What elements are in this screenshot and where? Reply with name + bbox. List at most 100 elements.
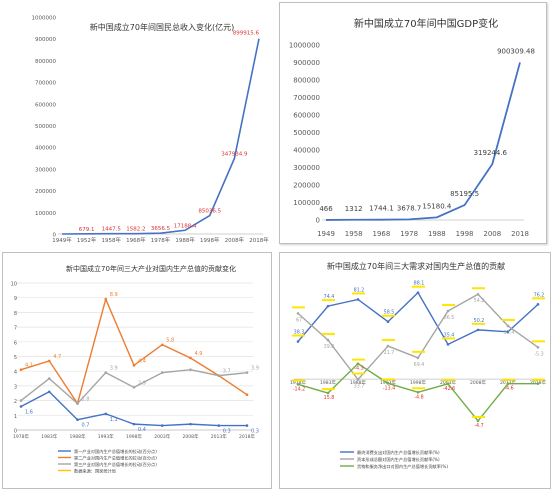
data-point [536,382,540,385]
data-label: 85195.5 [450,190,479,198]
x-tick-label: 1978 [400,230,418,238]
data-label: 67 [296,317,302,323]
highlight-mark [412,285,425,288]
data-point [245,393,249,397]
data-point [245,424,249,427]
highlight-mark [412,387,425,390]
highlight-mark [292,334,305,337]
data-label: 5.8 [166,338,174,344]
x-tick-label: 1958 [345,230,363,238]
data-point [446,343,450,346]
x-tick-label: 1983年 [320,379,336,386]
data-point [386,382,390,385]
x-tick-label: 1993年 [98,433,114,440]
data-label: 54.2 [474,298,485,304]
legend-label: 第二产业对国内生产总值增长的拉动(百分点) [74,455,157,462]
data-point [416,356,420,360]
data-label: 88.1 [414,281,425,287]
highlight-mark [502,318,515,321]
data-point [326,304,330,308]
data-point [19,399,23,402]
data-point [416,390,420,394]
y-tick-label: 8 [14,311,17,317]
data-label: 4.9 [195,351,203,357]
data-point [189,368,192,372]
x-tick-label: 1998年 [410,379,426,386]
y-tick-label: 800000 [35,59,56,65]
data-label: 4.7 [53,354,61,360]
data-point [132,386,136,389]
x-tick-label: 1949 [317,230,335,238]
data-label: -4.8 [414,394,423,400]
data-label: 17188.4 [174,223,197,229]
y-tick-label: 400000 [35,146,56,152]
data-label: -4.3 [354,366,363,372]
highlight-mark [412,350,425,353]
data-point [217,424,221,427]
x-tick-label: 1978年 [290,379,306,386]
data-label: 1.1 [110,417,118,423]
data-label: 0.7 [82,423,90,429]
y-tick-label: 500000 [35,124,56,130]
y-tick-label: 600000 [293,112,320,120]
data-label: -4.7 [474,423,483,429]
x-tick-label: 1998 [456,230,474,238]
gni-chart-panel: 新中国成立70年间国民总收入变化(亿元) 0 100000 200000 300000… [2,2,272,244]
data-point [446,382,450,386]
data-point [416,291,420,294]
highlight-mark [442,304,455,307]
data-label: 32.4 [504,330,515,336]
data-label: 900309.48 [497,47,535,55]
data-point [536,346,540,349]
demand-contribution-chart-panel: 新中国成立70年间三大需求对国内生产总值的贡献 1978年 1983年 1988年 1… [279,252,551,489]
data-label: 2.9 [138,380,146,386]
y-tick-label: 7 [14,326,17,332]
x-tick-label: 1998年 [126,433,142,440]
data-point [386,320,390,324]
data-point [132,364,136,367]
y-tick-label: 2 [14,399,17,405]
x-tick-label: 1988年 [350,379,366,386]
data-point [189,422,192,426]
industry-contribution-chart-panel: 新中国成立70年间三大产业对国内生产总值的贡献变化 0 1 2 3 4 5 6 7 8 9 10 19… [2,252,272,489]
chart-title: 新中国成立70年间中国GDP变化 [354,17,498,30]
data-point [506,382,510,386]
highlight-mark [532,297,545,300]
data-label: 38.3 [294,330,305,336]
chart-title: 新中国成立70年间国民总收入变化(亿元) [90,22,234,32]
legend-label: 第三产业对国内生产总值增长的拉动(百分点) [74,461,157,468]
series-line [20,390,247,427]
data-point [506,324,510,328]
data-point [446,309,450,313]
data-label: 1.8 [82,397,90,403]
data-label: 3.9 [110,366,118,372]
data-label: 4.4 [138,358,146,364]
data-label: 0.4 [138,427,146,433]
y-tick-label: 500000 [293,129,320,137]
data-point [189,356,192,360]
data-label: 35.4 [444,332,455,338]
data-point [356,362,360,365]
x-tick-label: 1952年 [77,236,97,244]
y-tick-label: 0 [316,217,320,225]
data-label: 85036.5 [198,209,221,215]
data-point [326,391,330,395]
x-tick-label: 1968年 [126,236,146,244]
y-tick-label: 1 [14,414,17,420]
data-point [132,422,136,426]
data-point [476,292,480,296]
data-label: 39.8 [324,344,335,350]
highlight-mark [352,358,365,361]
x-tick-label: 2018年 [239,433,255,440]
data-point [104,371,108,374]
y-tick-label: 200000 [35,189,56,195]
data-point [217,374,221,377]
data-point [296,340,300,343]
data-label: -5.3 [534,351,543,357]
y-tick-label: 400000 [293,147,320,155]
legend-label: 货物和服务净出口对国内生产总值增长贡献率(%) [357,463,448,470]
y-tick-label: 100000 [35,211,56,217]
data-point [47,377,51,380]
data-point [19,368,23,372]
data-label: 74.4 [324,294,335,300]
